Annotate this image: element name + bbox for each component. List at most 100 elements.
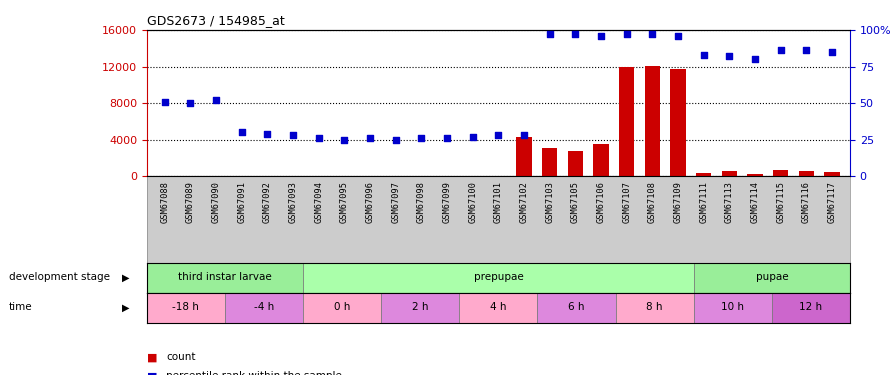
Text: GSM67094: GSM67094 [314,181,323,223]
Text: third instar larvae: third instar larvae [178,273,271,282]
Text: time: time [9,303,33,312]
Bar [696,172,711,176]
Point [671,33,685,39]
Point [465,134,480,140]
Bar [594,144,609,176]
Bar [147,262,303,292]
Bar [693,292,772,322]
Bar [619,68,635,176]
Point [825,49,839,55]
Text: ▶: ▶ [122,303,129,312]
Text: GSM67092: GSM67092 [263,181,272,223]
Text: GSM67105: GSM67105 [570,181,580,223]
Point [697,52,711,58]
Point [594,33,608,39]
Point [312,135,326,141]
Text: GSM67098: GSM67098 [417,181,426,223]
Bar [225,292,303,322]
Bar [568,151,583,176]
Text: GSM67106: GSM67106 [596,181,605,223]
Point [645,32,659,38]
Bar [303,262,693,292]
Text: 12 h: 12 h [799,303,822,312]
Text: GSM67114: GSM67114 [750,181,759,223]
Text: GSM67107: GSM67107 [622,181,631,223]
Text: GSM67101: GSM67101 [494,181,503,223]
Text: GSM67088: GSM67088 [160,181,169,223]
Text: prepupae: prepupae [473,273,523,282]
Text: development stage: development stage [9,273,109,282]
Point [389,137,403,143]
Text: 8 h: 8 h [646,303,663,312]
Bar [381,292,459,322]
Text: -18 h: -18 h [173,303,199,312]
Point [183,100,198,106]
Bar [773,170,789,176]
Text: GDS2673 / 154985_at: GDS2673 / 154985_at [147,15,285,27]
Text: GSM67097: GSM67097 [392,181,401,223]
Text: 6 h: 6 h [569,303,585,312]
Bar [303,292,381,322]
Text: pupae: pupae [756,273,789,282]
Bar [542,148,557,176]
Text: count: count [166,352,196,363]
Text: GSM67109: GSM67109 [674,181,683,223]
Bar [644,66,660,176]
Bar [722,171,737,176]
Text: GSM67099: GSM67099 [442,181,451,223]
Bar [459,292,538,322]
Bar [824,172,839,176]
Point [415,135,429,141]
Text: GSM67090: GSM67090 [212,181,221,223]
Point [440,135,454,141]
Point [619,32,634,38]
Text: GSM67103: GSM67103 [546,181,554,223]
Point [261,131,275,137]
Point [773,48,788,54]
Bar [147,292,225,322]
Point [748,56,762,62]
Bar [538,292,616,322]
Text: 10 h: 10 h [721,303,744,312]
Point [235,129,249,135]
Text: percentile rank within the sample: percentile rank within the sample [166,371,343,375]
Bar [516,137,531,176]
Text: 4 h: 4 h [490,303,506,312]
Point [722,53,736,59]
Bar [616,292,693,322]
Text: GSM67113: GSM67113 [724,181,734,223]
Text: ▶: ▶ [122,273,129,282]
Point [209,97,223,103]
Point [363,135,377,141]
Bar [798,171,814,176]
Text: GSM67093: GSM67093 [288,181,297,223]
Text: GSM67100: GSM67100 [468,181,477,223]
Bar [670,69,685,176]
Point [568,32,582,38]
Text: GSM67091: GSM67091 [238,181,247,223]
Text: 0 h: 0 h [334,303,351,312]
Text: GSM67117: GSM67117 [828,181,837,223]
Point [158,99,172,105]
Bar [748,174,763,176]
Bar [693,262,850,292]
Text: GSM67111: GSM67111 [700,181,708,223]
Bar [772,292,850,322]
Text: GSM67108: GSM67108 [648,181,657,223]
Text: GSM67102: GSM67102 [520,181,529,223]
Text: ■: ■ [147,352,158,363]
Point [337,137,352,143]
Point [286,132,300,138]
Text: GSM67096: GSM67096 [366,181,375,223]
Text: GSM67115: GSM67115 [776,181,785,223]
Point [491,132,506,138]
Text: GSM67116: GSM67116 [802,181,811,223]
Point [543,32,557,38]
Point [517,132,531,138]
Text: GSM67089: GSM67089 [186,181,195,223]
Text: -4 h: -4 h [254,303,274,312]
Text: ■: ■ [147,371,158,375]
Point [799,48,813,54]
Text: GSM67095: GSM67095 [340,181,349,223]
Text: 2 h: 2 h [412,303,428,312]
